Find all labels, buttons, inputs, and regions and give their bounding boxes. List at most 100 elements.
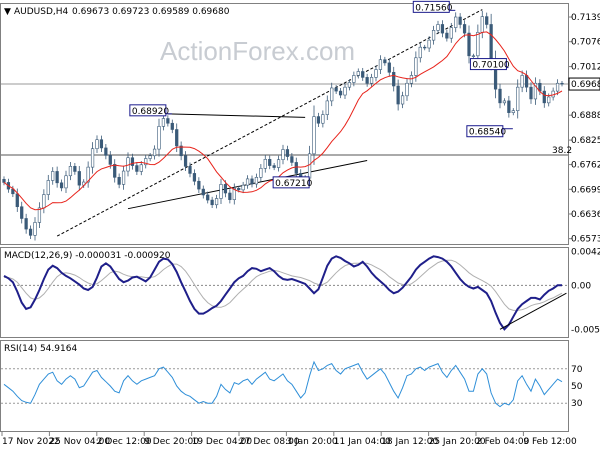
candle-body xyxy=(294,162,298,174)
price-y-tick-label: 0.70125 xyxy=(571,63,600,73)
time-axis-label: 9 Dec 20:00 xyxy=(144,437,199,447)
candle-body xyxy=(485,16,489,25)
candle-body xyxy=(250,178,254,185)
candle-body xyxy=(197,180,201,190)
candle-body xyxy=(99,139,104,149)
candle-body xyxy=(516,86,520,111)
rsi-title: RSI(14) 54.9164 xyxy=(4,344,77,354)
candle-body xyxy=(312,116,316,155)
time-axis-label: 2 Feb 04:00 xyxy=(476,437,530,447)
price-annotations: 0.71560 0.70100 0.68920 0.68540 0.67210 xyxy=(129,0,513,189)
time-axis-label: 25 Nov 04:00 xyxy=(49,437,110,447)
candle-body xyxy=(449,27,453,39)
candle-body xyxy=(37,207,42,223)
time-axis-label: 19 Dec 04:00 xyxy=(192,437,253,447)
candle-body xyxy=(214,198,219,206)
price-y-tick-label: 0.66995 xyxy=(571,185,600,195)
candle-body xyxy=(316,116,321,124)
candle-body xyxy=(254,177,259,185)
candle-body xyxy=(228,192,232,200)
rsi-line xyxy=(3,360,563,408)
price-annotation-box xyxy=(412,0,450,13)
price-annotation-label: 0.68920 xyxy=(132,107,169,117)
candle-body xyxy=(192,173,197,182)
price-y-tick-label: 0.67625 xyxy=(571,161,600,171)
price-annotation-label: 0.67210 xyxy=(275,179,312,189)
candle-body xyxy=(520,75,524,88)
macd-y-axis: 0.004299 0.00 -0.005636 xyxy=(571,248,600,336)
candle-body xyxy=(90,148,95,168)
rsi-lines xyxy=(3,360,563,408)
candle-body xyxy=(188,166,192,174)
candle-body xyxy=(104,147,108,156)
symbol-icon: ▼ xyxy=(4,7,11,17)
candle-body xyxy=(383,59,387,64)
candle-body xyxy=(108,155,112,165)
candle-body xyxy=(427,39,431,49)
rsi-y-tick-label: 30 xyxy=(571,399,583,409)
rsi-grid xyxy=(1,368,568,404)
candle-body xyxy=(64,175,68,189)
time-axis-label: 25 Jan 20:00 xyxy=(429,437,486,447)
candle-body xyxy=(498,88,502,104)
macd-panel: 0.004299 0.00 -0.005636 MACD(12,26,9) -0.0… xyxy=(0,247,600,338)
candle-body xyxy=(374,69,378,78)
time-axis-label: 27 Dec 08:00 xyxy=(239,437,300,447)
candle-body xyxy=(423,46,427,49)
candle-body xyxy=(507,100,511,113)
candle-body xyxy=(405,82,409,97)
price-y-tick-label: 0.68885 xyxy=(571,111,600,121)
candle-body xyxy=(210,199,214,206)
candle-body xyxy=(502,100,507,104)
candle-body xyxy=(33,222,37,236)
time-axis-label: 2 Dec 12:00 xyxy=(97,437,152,447)
candle-body xyxy=(330,87,334,102)
price-moving-average xyxy=(3,31,563,211)
time-axis-label: 11 Jan 04:00 xyxy=(334,437,391,447)
candle-body xyxy=(378,59,383,70)
candle-body xyxy=(11,188,15,195)
candle-body xyxy=(77,171,81,186)
candle-body xyxy=(51,171,55,181)
price-annotation-box xyxy=(272,176,310,189)
candle-body xyxy=(338,90,343,96)
candle-body xyxy=(139,164,143,172)
macd-signal-line xyxy=(4,259,563,311)
candle-body xyxy=(471,55,476,57)
candle-body xyxy=(68,166,73,177)
candle-body xyxy=(551,90,555,98)
candle-body xyxy=(555,82,560,92)
candle-body xyxy=(59,182,64,189)
candle-body xyxy=(161,118,166,127)
candle-body xyxy=(436,24,440,31)
candle-body xyxy=(259,168,263,178)
candle-body xyxy=(467,32,471,57)
macd-y-tick-label: -0.005636 xyxy=(571,326,600,336)
candle-body xyxy=(440,24,445,34)
candle-body xyxy=(352,75,356,83)
watermark: ActionForex.com xyxy=(160,36,355,66)
candle-body xyxy=(511,110,515,113)
candle-body xyxy=(20,206,24,219)
candle-body xyxy=(263,158,267,169)
candle-body xyxy=(268,158,272,166)
macd-y-tick-label: 0.004299 xyxy=(571,248,600,258)
candle-body xyxy=(144,158,148,166)
macd-line xyxy=(3,255,562,331)
candle-body xyxy=(343,86,347,96)
candle-body xyxy=(524,75,529,88)
candle-body xyxy=(321,114,325,124)
candle-body xyxy=(480,16,484,33)
candle-body xyxy=(121,170,126,185)
price-panel: ActionForex.com 38.2 0.71560 0.70100 0.689… xyxy=(0,0,600,245)
candle-body xyxy=(245,178,250,186)
candle-body xyxy=(414,57,418,76)
candle-body xyxy=(55,171,59,184)
candle-body xyxy=(431,30,436,41)
candle-body xyxy=(454,16,458,28)
candle-body xyxy=(152,148,157,157)
candle-body xyxy=(2,178,6,183)
